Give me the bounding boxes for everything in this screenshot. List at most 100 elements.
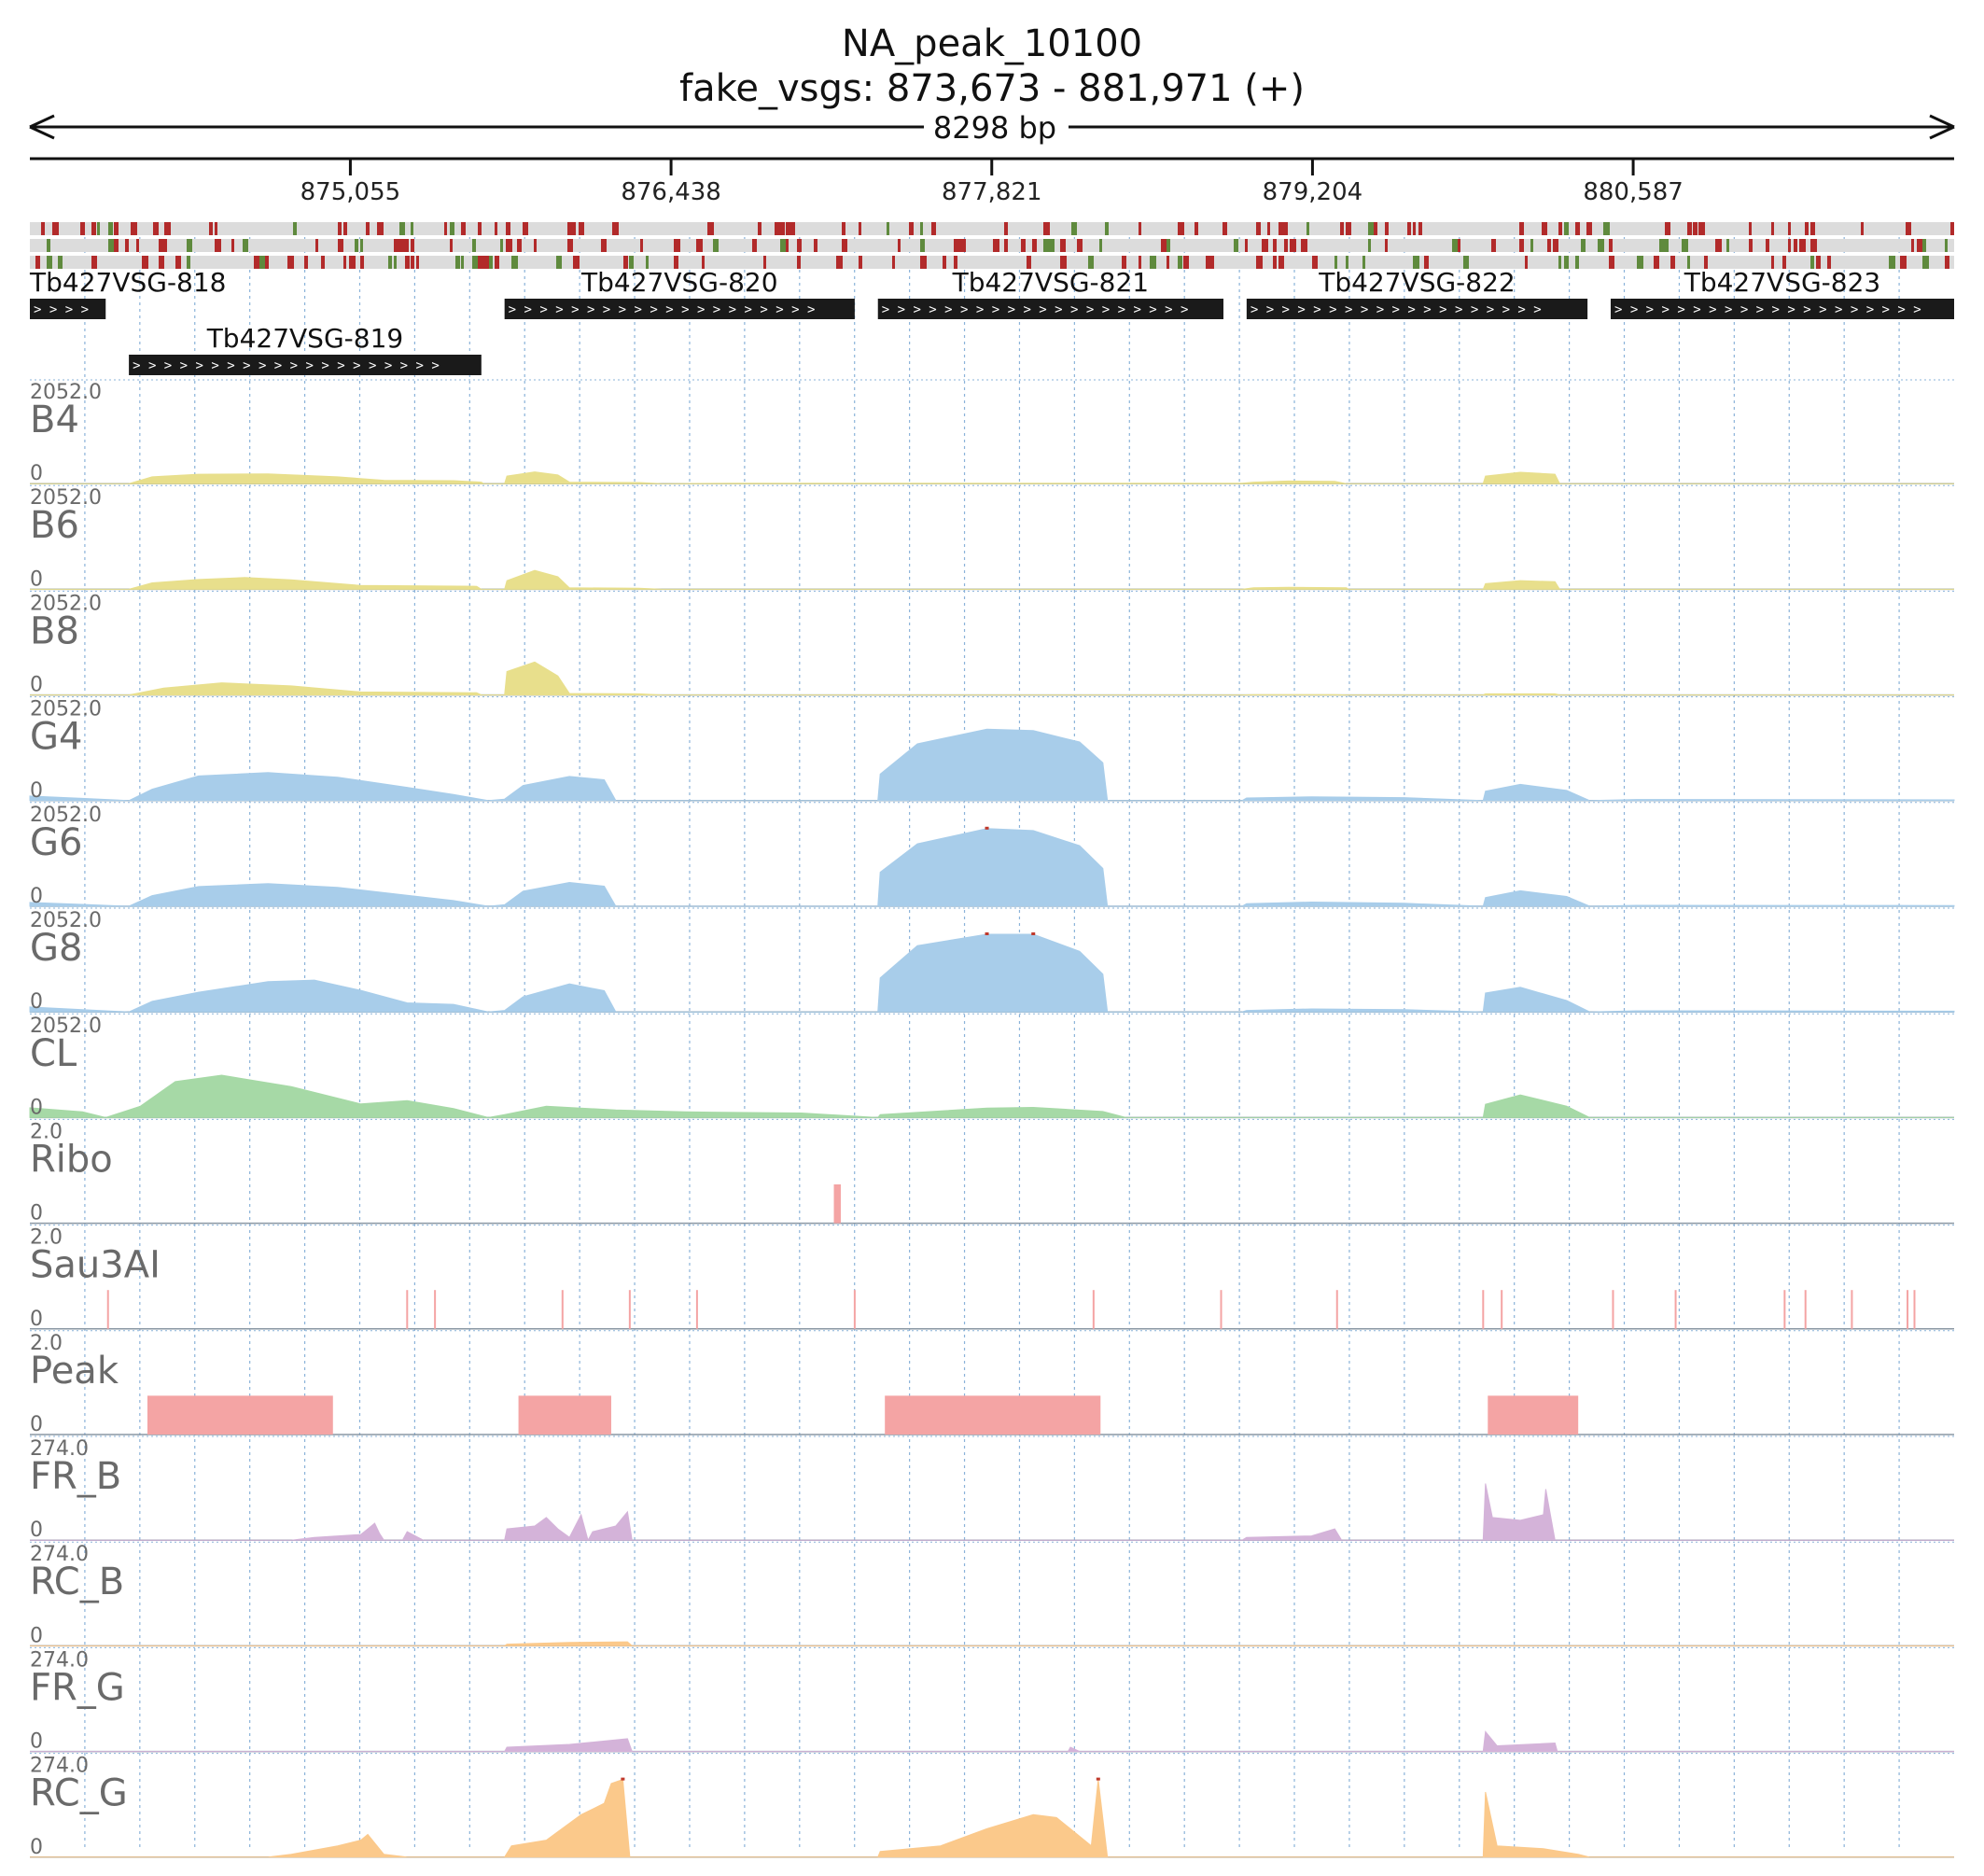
sequence-mark: [1060, 256, 1067, 269]
x-tick-label: 875,055: [300, 178, 401, 206]
sequence-mark: [511, 256, 518, 269]
sequence-mark: [696, 239, 703, 252]
sequence-mark: [1794, 239, 1797, 252]
sequence-mark: [1950, 222, 1954, 235]
track-b8: 2052.0B8 0: [30, 590, 1954, 697]
sequence-mark: [1278, 256, 1284, 269]
sequence-mark: [959, 239, 966, 252]
sequence-mark: [259, 256, 265, 269]
track-area: [30, 661, 1954, 696]
sequence-mark: [859, 222, 861, 235]
sequence-mark: [1346, 256, 1348, 269]
track-name-label: G8: [30, 927, 82, 970]
gene-label: Tb427VSG-820: [580, 267, 778, 298]
gene-block: [504, 299, 855, 319]
sequence-mark: [1766, 239, 1769, 252]
gene-label: Tb427VSG-821: [952, 267, 1150, 298]
sequence-mark: [920, 256, 927, 269]
clip-marker: [1031, 932, 1036, 935]
sequence-mark: [612, 222, 619, 235]
sequence-mark: [489, 256, 493, 269]
sequence-mark: [304, 256, 308, 269]
sequence-mark: [842, 222, 845, 235]
sequence-mark: [623, 256, 628, 269]
sequence-mark: [444, 222, 447, 235]
gene-label: Tb427VSG-818: [29, 267, 227, 298]
track-max-label: 2052.0: [30, 909, 102, 932]
sequence-mark: [315, 239, 318, 252]
gene-block: [877, 299, 1223, 319]
sequence-mark: [786, 239, 789, 252]
sequence-mark: [1586, 222, 1592, 235]
sequence-mark: [573, 222, 576, 235]
sequence-mark: [1368, 222, 1374, 235]
sequence-mark: [1463, 256, 1469, 269]
sequence-mark: [1099, 239, 1102, 252]
scale-bar-label: 8298 bp: [933, 110, 1056, 146]
sequence-mark: [752, 239, 757, 252]
track-name-label: RC_B: [30, 1561, 124, 1603]
track-area: [29, 828, 1955, 907]
sequence-mark: [136, 239, 139, 252]
track-max-label: 2052.0: [30, 1015, 102, 1038]
track-max-label: 274.0: [30, 1648, 89, 1672]
track-area: [30, 1641, 1954, 1646]
sequence-mark: [1004, 222, 1008, 235]
sequence-mark: [1558, 222, 1562, 235]
sequence-mark: [215, 239, 221, 252]
sequence-mark: [1374, 222, 1377, 235]
sequence-mark: [164, 222, 171, 235]
sequence-mark: [52, 222, 59, 235]
track-name-label: CL: [30, 1032, 77, 1075]
sequence-mark: [1407, 222, 1411, 235]
sequence-mark: [1788, 239, 1791, 252]
sequence-mark: [1043, 239, 1049, 252]
sequence-mark: [1771, 222, 1774, 235]
sequence-mark: [1346, 222, 1351, 235]
sequence-mark: [1004, 239, 1008, 252]
sequence-mark: [461, 222, 466, 235]
sequence-row: [30, 256, 1954, 269]
sequence-mark: [1150, 256, 1156, 269]
sequence-mark: [1284, 222, 1288, 235]
sequence-mark: [108, 222, 113, 235]
clip-marker: [621, 1777, 625, 1781]
sequence-mark: [483, 256, 489, 269]
sequence-mark: [411, 222, 413, 235]
track-name-label: B6: [30, 504, 79, 547]
sequence-mark: [707, 222, 714, 235]
sequence-mark: [1900, 256, 1907, 269]
sequence-mark: [1805, 222, 1809, 235]
sequence-mark: [1418, 222, 1422, 235]
grid-lines: [84, 224, 1900, 1848]
sequence-mark: [1810, 239, 1817, 252]
sequence-mark: [243, 239, 248, 252]
track-b4: 2052.0B4 0: [30, 379, 1954, 485]
track-min-label: 0: [30, 567, 43, 591]
sequence-mark: [1665, 222, 1670, 235]
track-min-label: 0: [30, 1836, 43, 1859]
track-name-label: RC_G: [30, 1772, 128, 1815]
sequence-mark: [556, 256, 562, 269]
sequence-mark: [1575, 222, 1580, 235]
sequence-mark: [1581, 239, 1586, 252]
sequence-mark: [775, 222, 780, 235]
gene-strand-arrows: > > > > > > > > > > > > > > > > > > > >: [509, 302, 816, 317]
sequence-mark: [472, 239, 476, 252]
sequence-mark: [254, 256, 259, 269]
sequence-mark: [366, 222, 370, 235]
x-tick-label: 879,204: [1263, 178, 1363, 206]
sequence-mark: [1530, 239, 1533, 252]
sequence-mark: [1654, 256, 1659, 269]
chart-subtitle: fake_vsgs: 873,673 - 881,971 (+): [679, 67, 1305, 110]
sequence-mark: [1799, 239, 1806, 252]
sequence-mark: [1234, 239, 1238, 252]
sequence-mark: [1021, 239, 1026, 252]
track-min-label: 0: [30, 885, 43, 908]
track-bar: [833, 1184, 841, 1224]
track-max-label: 2052.0: [30, 592, 102, 615]
sequence-mark: [954, 239, 959, 252]
sequence-mark: [388, 256, 392, 269]
track-min-label: 0: [30, 1730, 43, 1754]
